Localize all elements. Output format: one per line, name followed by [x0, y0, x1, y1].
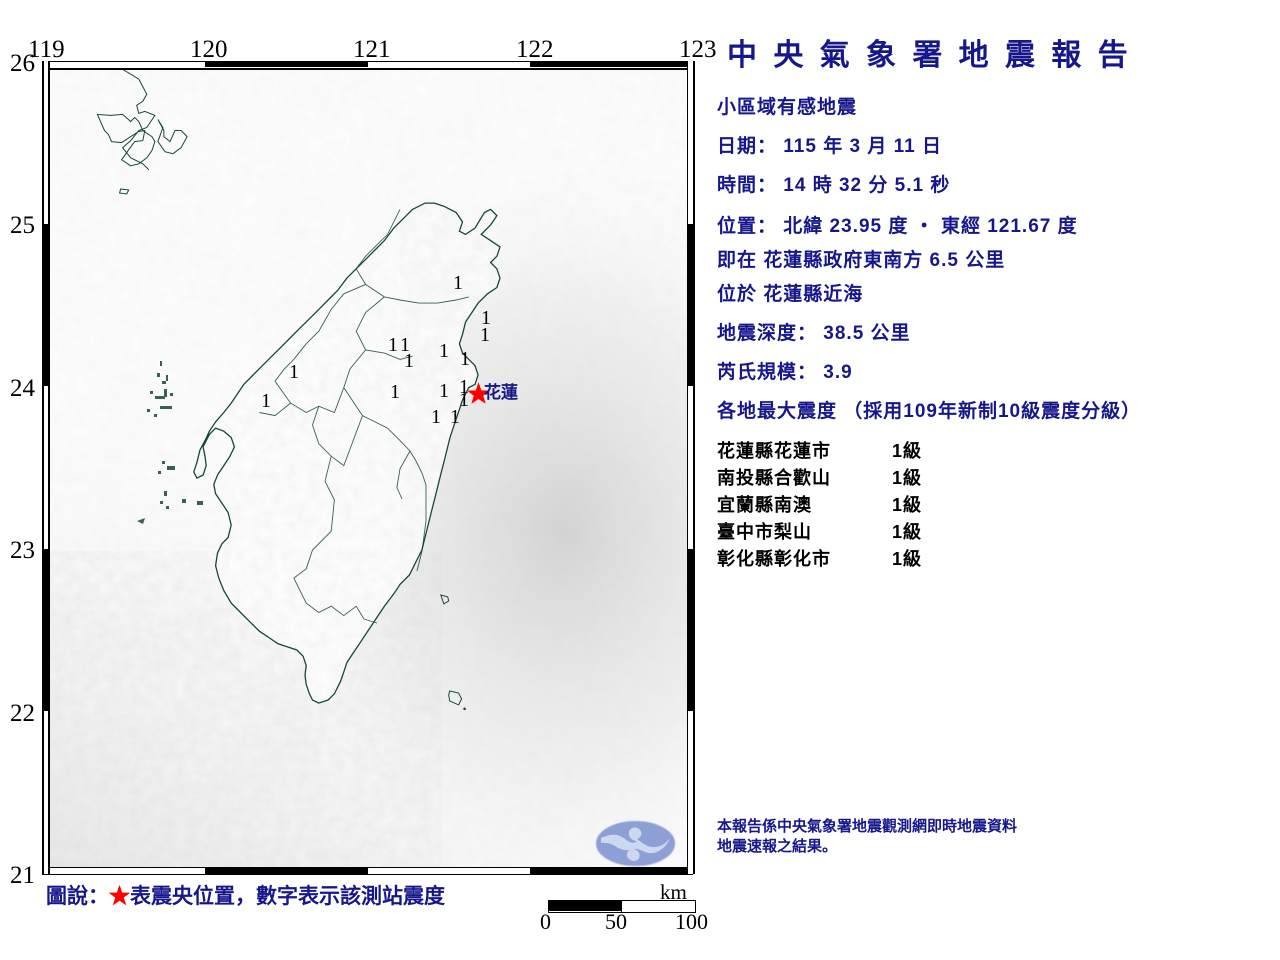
svg-text:1: 1: [453, 272, 463, 294]
svg-text:1: 1: [431, 406, 441, 428]
svg-text:1: 1: [450, 406, 460, 428]
svg-text:1: 1: [404, 350, 414, 372]
svg-text:1: 1: [439, 340, 449, 362]
svg-text:1: 1: [289, 361, 299, 383]
svg-text:花蓮: 花蓮: [484, 382, 518, 402]
svg-text:1: 1: [460, 348, 470, 370]
svg-text:1: 1: [390, 381, 400, 403]
svg-text:1: 1: [439, 380, 449, 402]
svg-text:1: 1: [388, 334, 398, 356]
svg-text:1: 1: [480, 324, 490, 346]
svg-text:1: 1: [261, 390, 271, 412]
svg-text:1: 1: [459, 389, 469, 411]
